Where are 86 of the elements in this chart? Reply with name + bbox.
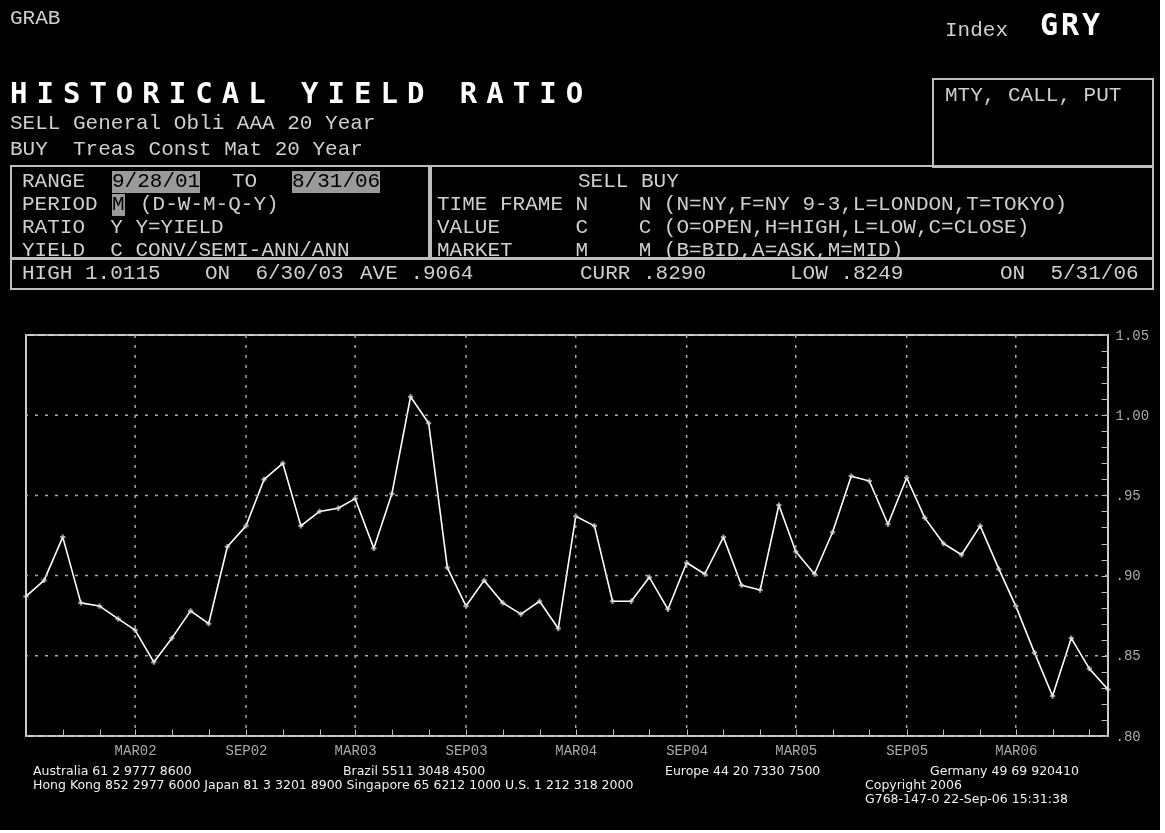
x-tick-label: SEP05 <box>886 742 929 759</box>
point <box>665 606 671 612</box>
point <box>702 571 708 577</box>
text: RATIO Y Y=YIELD <box>22 216 224 239</box>
point <box>1031 649 1038 656</box>
point <box>922 515 928 521</box>
y-tick-label: .90 <box>1115 568 1141 585</box>
point <box>776 502 782 508</box>
y-tick-label: .85 <box>1115 648 1141 665</box>
text: GRAB <box>10 7 61 30</box>
point <box>115 616 121 622</box>
point <box>41 577 47 584</box>
text: Brazil 5511 3048 4500 <box>343 763 486 778</box>
text: LOW .8249 <box>790 262 904 285</box>
text: RANGE <box>22 170 86 193</box>
text: G768-147-0 22-Sep-06 15:31:38 <box>865 791 1068 806</box>
text: M <box>112 193 125 216</box>
text: 8/31/06 <box>292 170 381 193</box>
text: MARKET M M (B=BID,A=ASK,M=MID) <box>437 239 904 262</box>
text: Hong Kong 852 2977 6000 Japan 81 3 3201 8900 Singapore 65 6212 1000 U.S. 1 212 318 2000 <box>33 777 634 792</box>
x-tick-label: MAR03 <box>334 742 377 759</box>
point <box>169 635 175 641</box>
point <box>187 608 194 614</box>
y-tick-label: .80 <box>1115 728 1141 745</box>
text: Index <box>945 19 1009 42</box>
x-tick-label: MAR05 <box>775 742 818 759</box>
point <box>591 523 598 529</box>
text: Copyright 2006 <box>865 777 962 792</box>
text: PERIOD <box>22 193 98 216</box>
point <box>757 587 763 593</box>
text: ON 6/30/03 <box>205 262 344 285</box>
text: BUY Treas Const Mat 20 Year <box>10 138 363 161</box>
y-tick-label: .95 <box>1115 487 1141 504</box>
text: TO <box>232 170 258 193</box>
point <box>298 523 304 529</box>
point <box>738 582 745 588</box>
point <box>793 548 799 555</box>
text: TIME FRAME N N (N=NY,F=NY 9-3,L=LONDON,T=TOKYO) <box>437 193 1068 216</box>
point <box>996 566 1002 572</box>
point <box>389 491 395 497</box>
text: HIGH 1.0115 <box>22 262 161 285</box>
x-tick-label: SEP04 <box>666 742 709 759</box>
text: VALUE C C (O=OPEN,H=HIGH,L=LOW,C=CLOSE) <box>437 216 1030 239</box>
point <box>555 625 561 632</box>
point <box>885 521 891 527</box>
text: (D-W-M-Q-Y) <box>140 193 279 216</box>
point <box>829 529 836 535</box>
x-tick-label: SEP03 <box>445 742 488 759</box>
text: GRY <box>1040 7 1104 42</box>
text: AVE .9064 <box>360 262 474 285</box>
point <box>481 577 487 584</box>
x-tick-label: MAR04 <box>555 742 598 759</box>
text: SELL BUY <box>578 170 679 193</box>
point <box>977 523 983 529</box>
x-tick-label: MAR06 <box>995 742 1038 759</box>
text: Germany 49 69 920410 <box>930 763 1079 778</box>
point <box>23 593 29 600</box>
text: MTY, CALL, PUT <box>945 84 1122 107</box>
text: ON 5/31/06 <box>1000 262 1139 285</box>
point <box>940 540 947 547</box>
point <box>811 571 818 577</box>
point <box>720 534 727 540</box>
point <box>866 478 872 484</box>
point <box>78 600 84 606</box>
text: CURR .8290 <box>580 262 707 285</box>
point <box>609 598 616 604</box>
chart-title: HISTORICAL YIELD RATIO <box>10 76 593 110</box>
text: Europe 44 20 7330 7500 <box>665 763 821 778</box>
point <box>316 508 323 515</box>
y-tick-label: 1.00 <box>1115 407 1150 424</box>
point <box>518 611 524 617</box>
point <box>261 476 267 483</box>
x-tick-label: MAR02 <box>114 742 157 759</box>
x-tick-label: SEP02 <box>225 742 268 759</box>
point <box>958 552 965 558</box>
text: YIELD C CONV/SEMI-ANN/ANN <box>22 239 350 262</box>
point <box>60 534 66 540</box>
text: Australia 61 2 9777 8600 <box>33 763 192 778</box>
point <box>1049 693 1056 699</box>
point <box>1105 686 1111 693</box>
point <box>96 603 103 609</box>
text: 9/28/01 <box>112 170 201 193</box>
y-tick-label: 1.05 <box>1115 327 1150 344</box>
point <box>500 600 506 606</box>
text: SELL General Obli AAA 20 Year <box>10 112 376 135</box>
point <box>132 627 138 633</box>
